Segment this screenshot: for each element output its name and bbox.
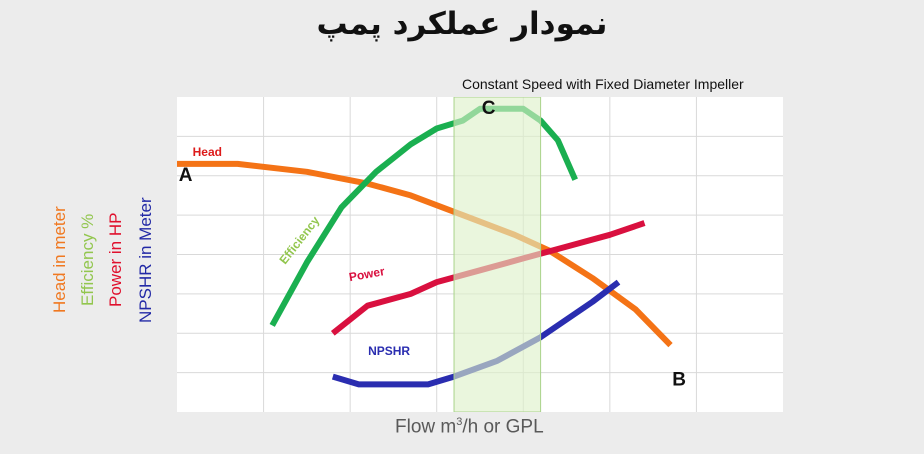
series-label-power: Power — [348, 264, 386, 284]
point-label-a: A — [179, 165, 193, 186]
point-label-b: B — [672, 370, 686, 391]
point-label-c: C — [482, 98, 496, 119]
y-axis-labels: Head in meter Efficiency % Power in HP N… — [50, 180, 165, 340]
y-label-npshr: NPSHR in Meter — [136, 197, 155, 323]
page-title: نمودار عملکرد پمپ — [316, 6, 608, 42]
highlight-band — [453, 97, 542, 412]
x-axis-label: Flow m3/h or GPL — [395, 416, 544, 438]
y-label-head: Head in meter — [50, 206, 69, 314]
y-label-power: Power in HP — [106, 212, 125, 308]
y-label-efficiency: Efficiency % — [78, 213, 97, 307]
chart-subtitle: Constant Speed with Fixed Diameter Impel… — [462, 76, 744, 92]
series-label-npshr: NPSHR — [368, 344, 410, 358]
series-label-head: Head — [193, 145, 222, 159]
